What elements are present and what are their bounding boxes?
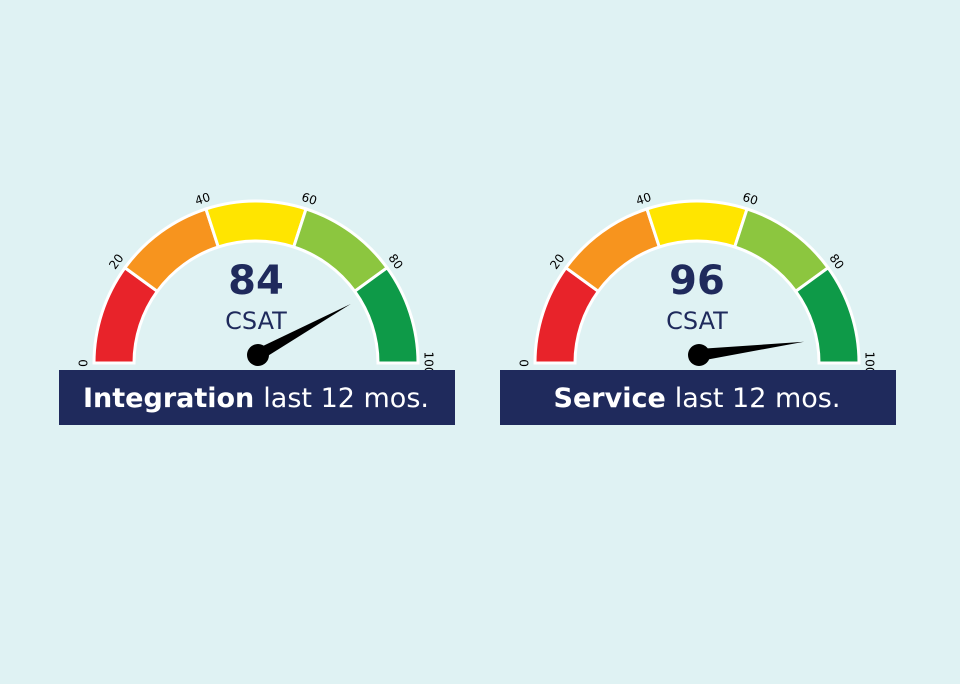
tick-label: 100 (422, 352, 436, 375)
gauge-band (645, 199, 749, 249)
banner-subtitle: last 12 mos. (263, 383, 429, 414)
tick-label: 0 (77, 359, 91, 367)
gauge-band (352, 265, 420, 365)
tick-label: 60 (741, 190, 760, 208)
gauge-needle (255, 303, 351, 361)
tick-label: 40 (634, 190, 653, 208)
banner (59, 370, 455, 425)
tick-label: 100 (863, 352, 877, 375)
banner (500, 370, 896, 425)
needle-hub (247, 344, 269, 366)
banner-text: Service last 12 mos. (554, 383, 841, 414)
gauge-needle (698, 341, 805, 361)
tick-label: 0 (518, 359, 532, 367)
gauge-band (793, 265, 861, 365)
gauge-band (204, 199, 308, 249)
banner-text: Integration last 12 mos. (83, 383, 429, 414)
banner-title: Service (554, 383, 666, 414)
gauge-label: CSAT (666, 307, 728, 335)
banner-subtitle: last 12 mos. (675, 383, 841, 414)
needle-hub (688, 344, 710, 366)
tick-label: 40 (193, 190, 212, 208)
gauge-label: CSAT (225, 307, 287, 335)
gauge-value: 96 (669, 258, 725, 304)
banner-title: Integration (83, 383, 254, 414)
tick-label: 60 (300, 190, 319, 208)
gauge-value: 84 (228, 258, 284, 304)
